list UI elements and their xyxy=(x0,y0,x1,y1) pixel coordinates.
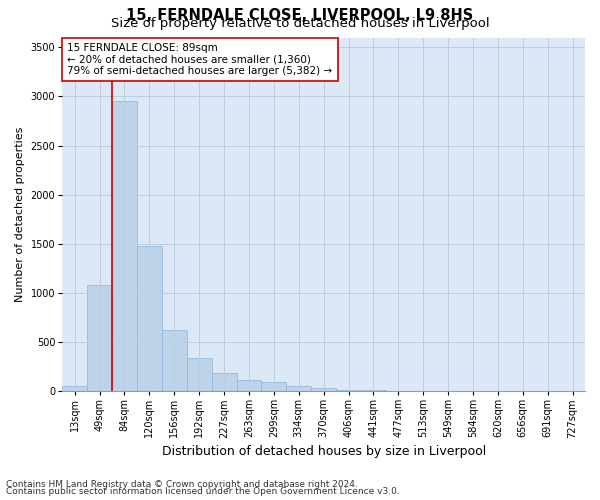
Y-axis label: Number of detached properties: Number of detached properties xyxy=(15,126,25,302)
Bar xyxy=(112,102,137,391)
Bar xyxy=(311,388,336,391)
X-axis label: Distribution of detached houses by size in Liverpool: Distribution of detached houses by size … xyxy=(161,444,486,458)
Bar xyxy=(137,246,162,391)
Bar xyxy=(212,373,236,391)
Bar xyxy=(361,390,386,391)
Bar xyxy=(187,358,212,391)
Text: Contains HM Land Registry data © Crown copyright and database right 2024.: Contains HM Land Registry data © Crown c… xyxy=(6,480,358,489)
Text: Size of property relative to detached houses in Liverpool: Size of property relative to detached ho… xyxy=(110,18,490,30)
Text: Contains public sector information licensed under the Open Government Licence v3: Contains public sector information licen… xyxy=(6,487,400,496)
Bar xyxy=(162,330,187,391)
Bar xyxy=(336,390,361,391)
Text: 15, FERNDALE CLOSE, LIVERPOOL, L9 8HS: 15, FERNDALE CLOSE, LIVERPOOL, L9 8HS xyxy=(127,8,473,22)
Bar xyxy=(62,386,87,391)
Bar xyxy=(87,285,112,391)
Bar xyxy=(286,386,311,391)
Bar xyxy=(262,382,286,391)
Bar xyxy=(236,380,262,391)
Text: 15 FERNDALE CLOSE: 89sqm
← 20% of detached houses are smaller (1,360)
79% of sem: 15 FERNDALE CLOSE: 89sqm ← 20% of detach… xyxy=(67,43,332,76)
